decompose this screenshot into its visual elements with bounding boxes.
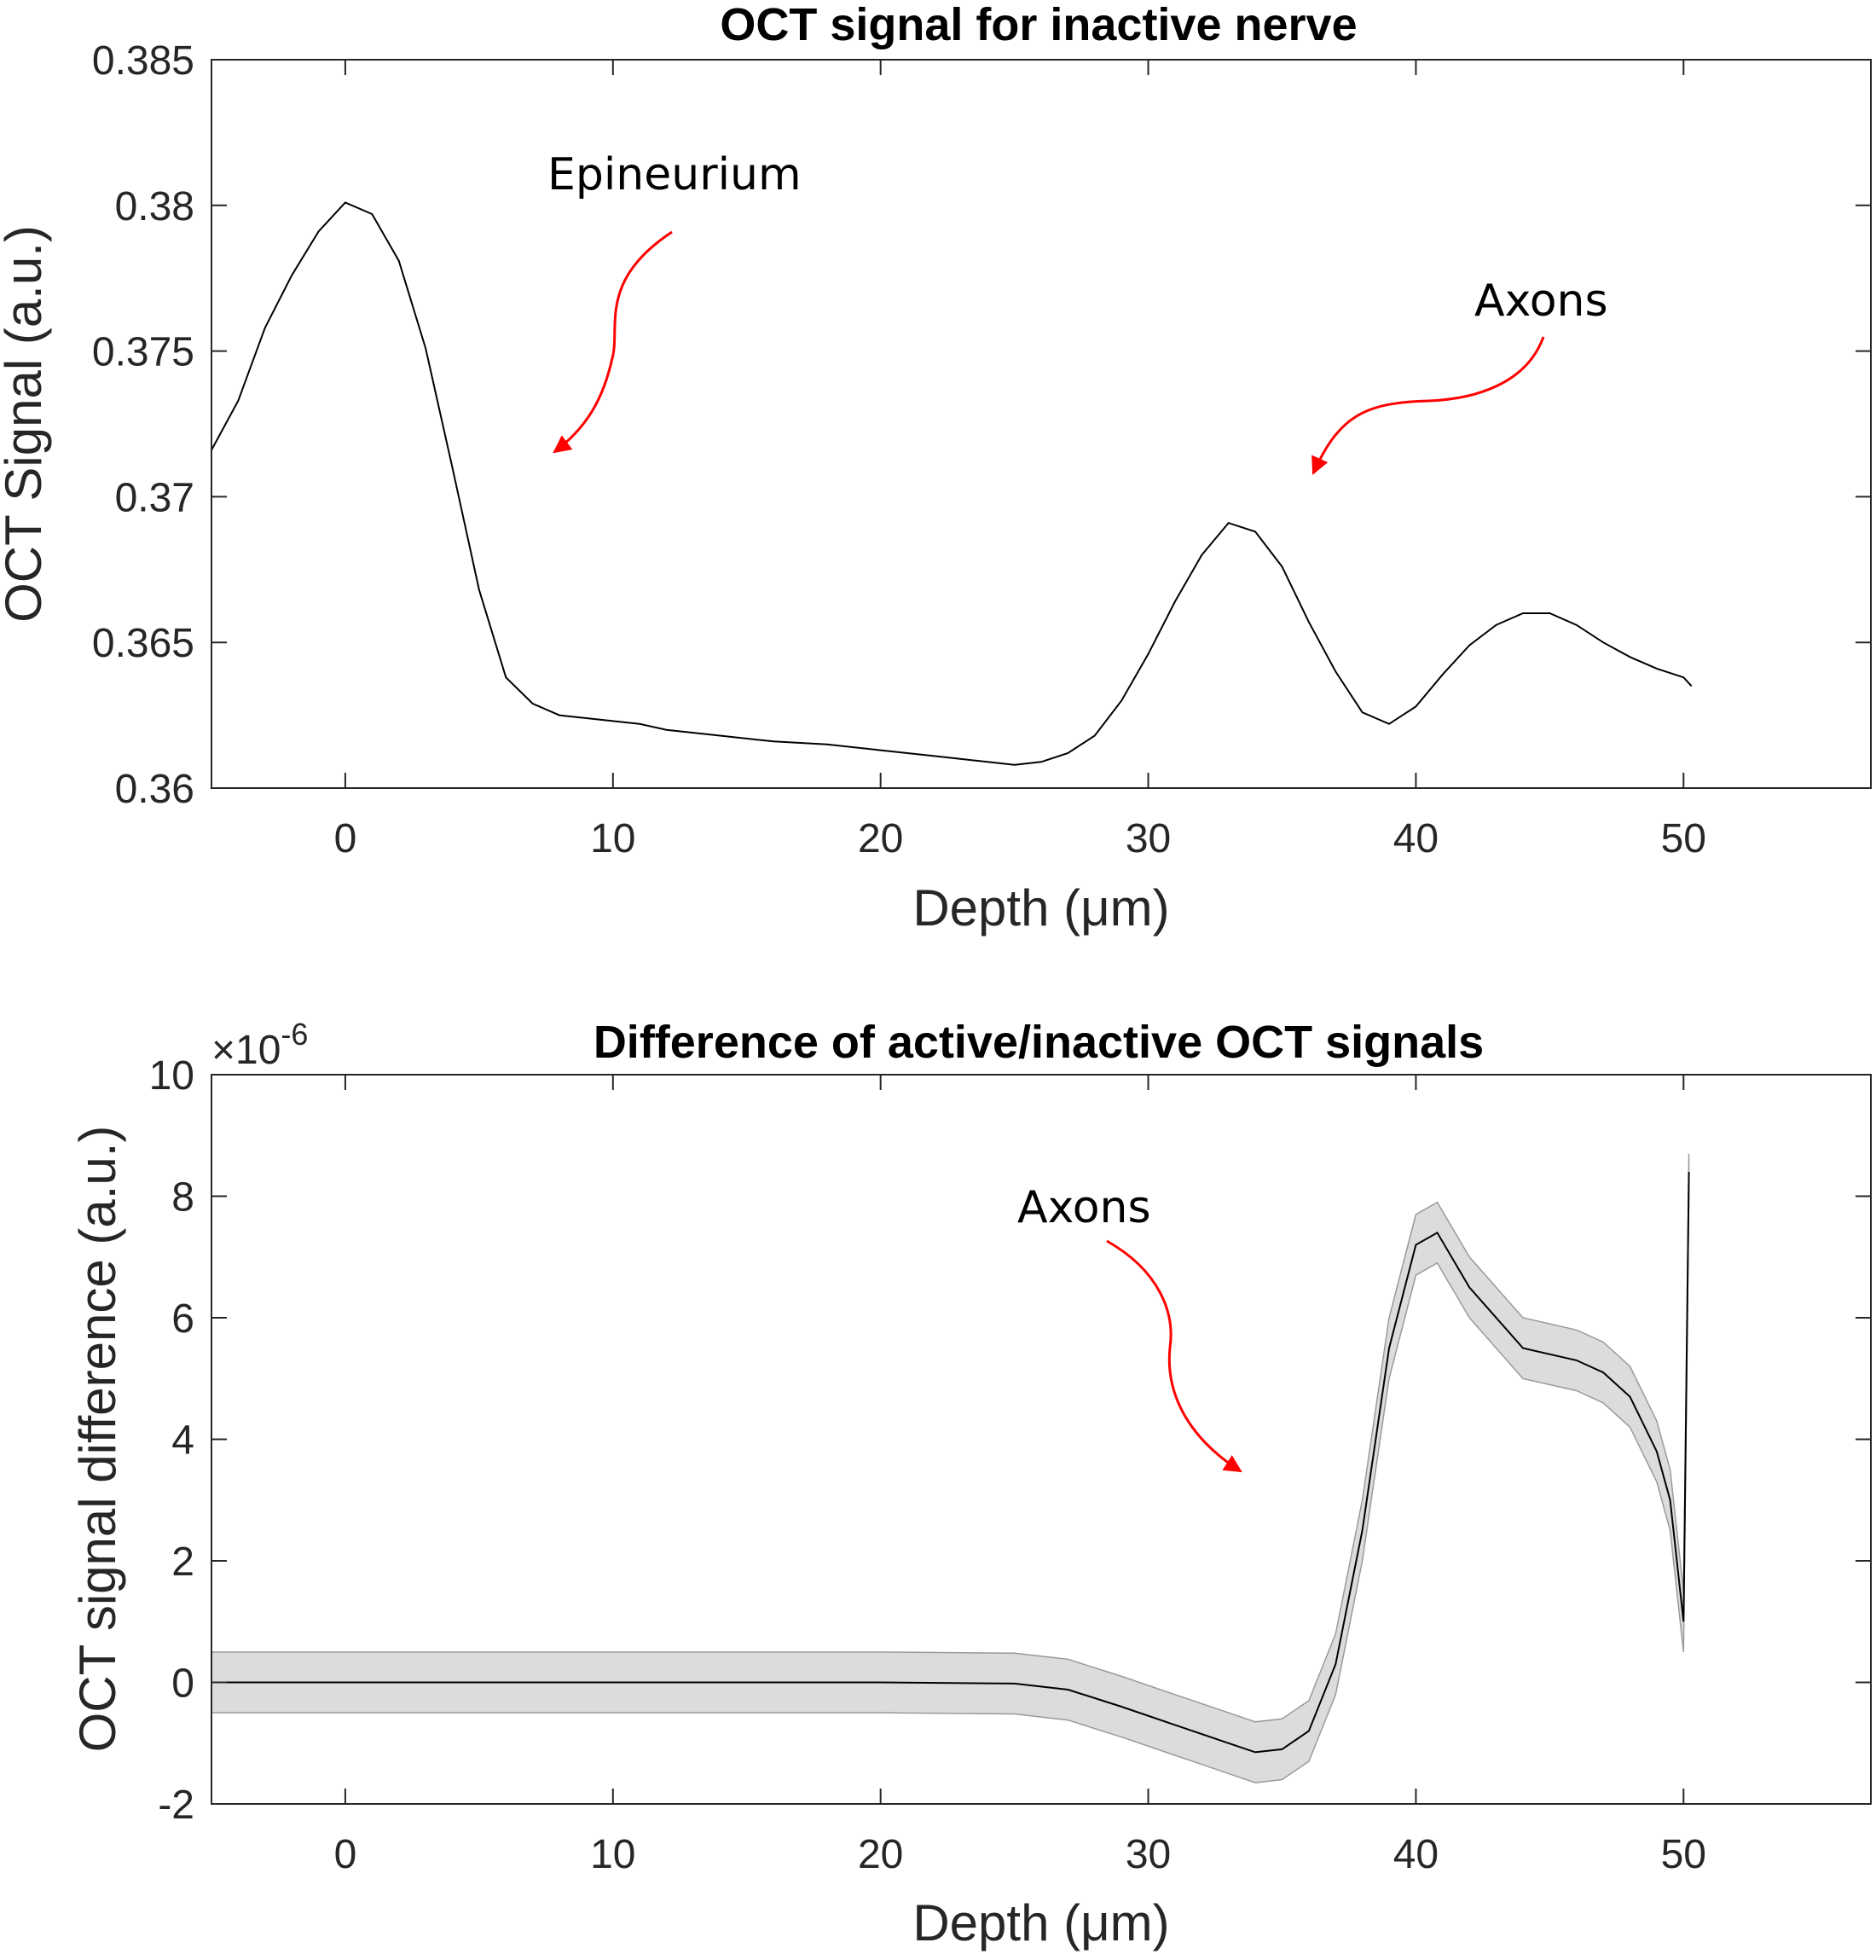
x-tick-label: 30	[1126, 816, 1171, 861]
annotation-arrow	[1106, 1239, 1242, 1473]
x-tick-label: 0	[334, 816, 357, 861]
annotation-axons-bottom: Axons	[1017, 1182, 1151, 1233]
x-tick-label: 20	[858, 1832, 903, 1877]
annotation-epineurium: Epineurium	[547, 149, 802, 200]
error-band	[211, 1153, 1690, 1783]
axes-box	[211, 59, 1872, 789]
x-tick-label: 0	[334, 1832, 357, 1877]
x-tick-label: 10	[590, 1832, 635, 1877]
x-axis-label: Depth (μm)	[912, 879, 1169, 937]
y-tick-label: 6	[171, 1296, 194, 1342]
y-axis: -2 0 2 4 6 8 10	[149, 1053, 1871, 1828]
x-tick-label: 50	[1661, 816, 1706, 861]
x-axis-label: Depth (μm)	[912, 1894, 1169, 1951]
x-tick-label: 50	[1661, 1832, 1706, 1877]
y-tick-label: 0.37	[115, 475, 194, 520]
chart-top: OCT signal for inactive nerve 0 10 20 30 40 5…	[0, 0, 1872, 937]
x-tick-label: 40	[1393, 1832, 1439, 1877]
chart-title: Difference of active/inactive OCT signal…	[593, 1017, 1484, 1068]
y-tick-label: 10	[149, 1053, 194, 1099]
y-tick-label: 0.38	[115, 184, 194, 229]
series-line	[211, 1171, 1690, 1754]
y-multiplier: ×10-6	[211, 1017, 308, 1073]
y-tick-label: 4	[171, 1418, 194, 1464]
series-line	[211, 201, 1693, 766]
x-tick-label: 20	[858, 816, 903, 861]
y-axis: 0.36 0.365 0.37 0.375 0.38 0.385	[92, 38, 1871, 812]
y-tick-label: -2	[158, 1783, 194, 1828]
x-axis: 0 10 20 30 40 50	[334, 60, 1706, 861]
x-tick-label: 10	[590, 816, 635, 861]
y-tick-label: 0.385	[92, 38, 194, 84]
plot-area	[211, 1153, 1690, 1783]
annotation-axons-top: Axons	[1474, 275, 1608, 327]
y-tick-label: 2	[171, 1540, 194, 1585]
y-tick-label: 0	[171, 1661, 194, 1707]
annotation-arrow	[1311, 336, 1545, 475]
y-axis-label: OCT signal difference (a.u.)	[69, 1126, 126, 1753]
chart-bottom: Difference of active/inactive OCT signal…	[69, 1017, 1872, 1951]
x-tick-label: 40	[1393, 816, 1439, 861]
y-multiplier-base: ×10	[211, 1028, 281, 1073]
plot-area	[211, 201, 1693, 766]
y-axis-label: OCT Signal (a.u.)	[0, 225, 52, 623]
y-tick-label: 0.36	[115, 767, 194, 812]
y-tick-label: 0.375	[92, 330, 194, 375]
x-axis: 0 10 20 30 40 50	[334, 1075, 1706, 1877]
y-tick-label: 8	[171, 1175, 194, 1221]
y-multiplier-exponent: -6	[281, 1017, 308, 1052]
annotation-arrow	[553, 230, 673, 454]
y-tick-label: 0.365	[92, 621, 194, 666]
chart-title: OCT signal for inactive nerve	[720, 0, 1357, 50]
x-tick-label: 30	[1126, 1832, 1171, 1877]
